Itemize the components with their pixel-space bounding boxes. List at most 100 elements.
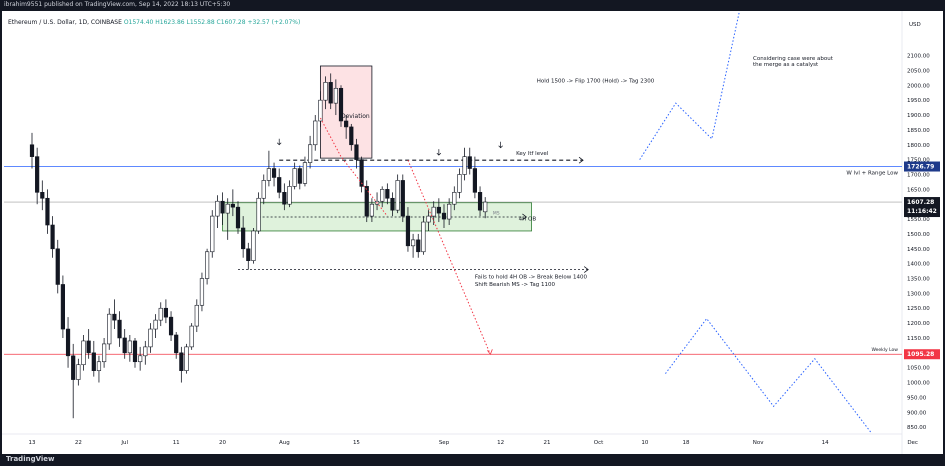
candle xyxy=(483,201,488,213)
ohlc-values: O1574.40 H1623.86 L1552.88 C1607.28 +32.… xyxy=(123,19,301,26)
candle xyxy=(349,126,354,146)
price-chart[interactable]: Deviation Key ltf level 4H OB MS Hold 1500 -… xyxy=(2,0,943,454)
candle xyxy=(421,221,426,253)
candle xyxy=(91,352,96,371)
tradingview-logo: TradingView xyxy=(6,455,55,463)
ob-midline-arrow xyxy=(522,213,528,221)
fail-label-line2: Shift Bearish MS -> Tag 1100 xyxy=(475,282,556,288)
candle xyxy=(472,168,478,193)
x-tick-label: Oct xyxy=(594,440,604,446)
candle xyxy=(364,186,369,217)
price-label-last: 1607.28 xyxy=(907,199,934,206)
candle xyxy=(282,192,287,205)
y-tick-label: 900.00 xyxy=(907,410,927,416)
fail-label-line1: Fails to hold 4H OB -> Break Below 1400 xyxy=(475,275,588,281)
candle xyxy=(215,200,220,217)
price-label-range-low: 1726.79 xyxy=(907,164,934,171)
candle xyxy=(45,197,50,226)
x-tick-label: 10 xyxy=(641,440,648,446)
candle xyxy=(117,319,122,339)
candle xyxy=(307,144,313,163)
down-arrow-marker xyxy=(276,138,282,146)
x-tick-label: Nov xyxy=(753,440,764,446)
candle xyxy=(112,313,117,321)
candle xyxy=(287,186,292,205)
candle xyxy=(405,215,411,247)
price-label-weekly-low-bg xyxy=(904,349,940,360)
y-tick-label: 1050.00 xyxy=(907,366,930,372)
y-tick-label: 1400.00 xyxy=(907,262,930,268)
y-tick-label: 2100.00 xyxy=(907,54,930,60)
candle xyxy=(390,197,395,211)
candle xyxy=(235,206,241,229)
candle xyxy=(60,284,65,330)
candle xyxy=(65,328,71,357)
y-tick-label: 1650.00 xyxy=(907,187,930,193)
candle xyxy=(189,325,194,348)
chart-area[interactable]: Deviation Key ltf level 4H OB MS Hold 1500 -… xyxy=(2,0,943,454)
candle xyxy=(225,203,230,214)
candle xyxy=(318,99,323,122)
y-tick-label: 2050.00 xyxy=(907,68,930,74)
bullish-projection-path xyxy=(639,0,743,160)
candle xyxy=(153,319,158,330)
deviation-drop-path xyxy=(319,117,388,217)
candle xyxy=(452,192,457,205)
candle xyxy=(241,227,246,250)
x-tick-label: Aug xyxy=(279,440,290,446)
candle xyxy=(246,248,251,261)
candle xyxy=(410,239,416,247)
y-tick-label: 1250.00 xyxy=(907,306,930,312)
down-arrow-marker xyxy=(436,149,442,156)
candle xyxy=(138,355,143,363)
brand-text: TradingView xyxy=(6,455,55,463)
candle xyxy=(359,159,364,187)
candle xyxy=(174,334,179,354)
x-tick-label: Jul xyxy=(120,440,128,446)
candle xyxy=(71,355,76,380)
y-tick-label: 1950.00 xyxy=(907,98,930,104)
candle xyxy=(447,203,452,220)
candle xyxy=(302,162,308,184)
x-tick-label: 20 xyxy=(219,440,226,446)
y-tick-label: 1850.00 xyxy=(907,128,930,134)
candle xyxy=(277,177,282,193)
bearish-projection-path xyxy=(665,317,872,434)
candle xyxy=(467,156,472,169)
y-tick-label: 1750.00 xyxy=(907,158,930,164)
y-tick-label: 1200.00 xyxy=(907,321,930,327)
candle xyxy=(323,82,328,101)
y-tick-label: 1300.00 xyxy=(907,291,930,297)
candle xyxy=(55,248,60,285)
candle xyxy=(220,200,225,214)
candle xyxy=(143,346,148,357)
candle xyxy=(297,168,302,184)
candle xyxy=(400,180,405,217)
y-tick-label: 950.00 xyxy=(907,395,927,401)
candle xyxy=(35,156,40,193)
red-projection-path xyxy=(407,160,491,355)
x-tick-label: 15 xyxy=(353,440,360,446)
candle xyxy=(210,215,215,253)
x-tick-label: 18 xyxy=(683,440,690,446)
y-tick-label: 1450.00 xyxy=(907,247,930,253)
candle xyxy=(179,352,184,371)
y-tick-label: 1000.00 xyxy=(907,381,930,387)
candle xyxy=(194,304,199,327)
candle xyxy=(457,174,462,193)
candle xyxy=(261,180,266,199)
candle xyxy=(369,203,375,217)
candle xyxy=(313,120,318,146)
candle xyxy=(380,189,385,202)
candle xyxy=(266,168,272,181)
deviation-label: Deviation xyxy=(341,113,370,120)
x-tick-label: Dec xyxy=(907,440,918,446)
y-tick-label: 850.00 xyxy=(907,425,927,431)
key-level-label: Key ltf level xyxy=(516,151,549,157)
candle xyxy=(416,239,421,253)
symbol-title: Ethereum / U.S. Dollar, 1D, COINBASE xyxy=(8,19,122,26)
ms-label: MS xyxy=(493,211,500,217)
publish-info: ibrahim9551 published on TradingView.com… xyxy=(4,1,231,8)
candle xyxy=(292,168,297,187)
